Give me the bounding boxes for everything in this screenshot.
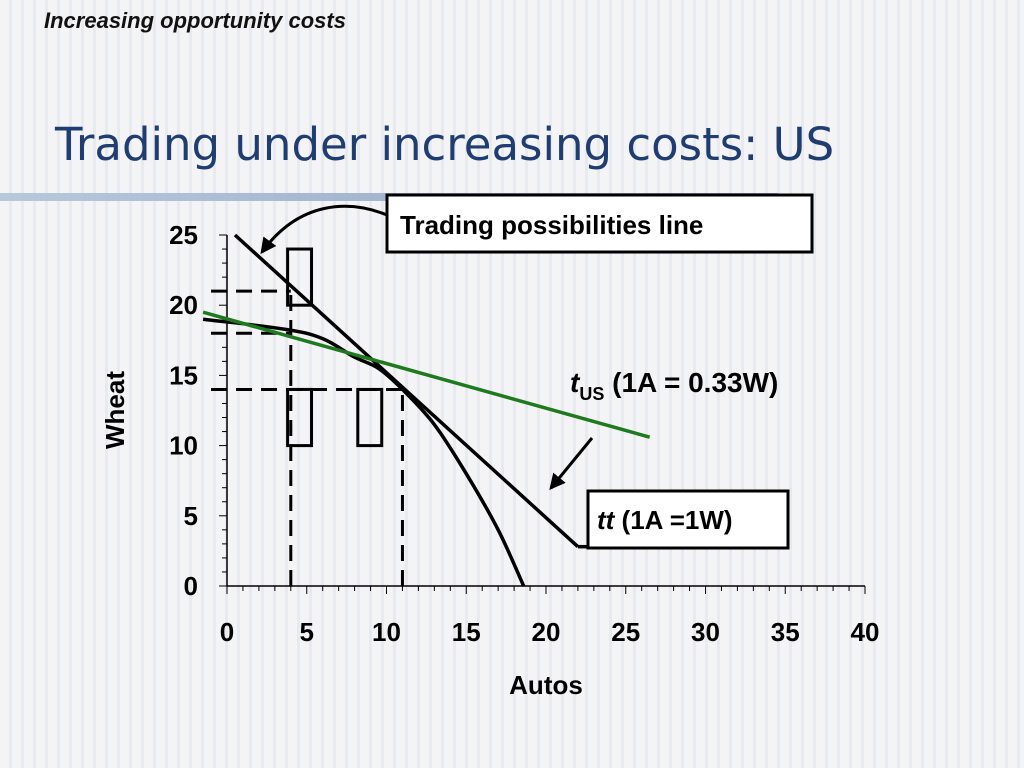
series-line-tt bbox=[233, 233, 580, 548]
x-tick-label: 15 bbox=[452, 617, 481, 647]
section-title: Increasing opportunity costs bbox=[44, 8, 346, 33]
x-tick-label: 0 bbox=[220, 617, 234, 647]
tt-label: tt (1A =1W) bbox=[597, 505, 733, 535]
y-tick-label: 25 bbox=[169, 220, 198, 250]
tus-label: tUS (1A = 0.33W) bbox=[570, 367, 778, 404]
y-axis-title: Wheat bbox=[100, 371, 130, 449]
trading-line-label-box bbox=[385, 193, 814, 254]
y-tick-label: 0 bbox=[184, 571, 198, 601]
slide-title: Trading under increasing costs: US bbox=[55, 118, 835, 171]
x-tick-label: 20 bbox=[532, 617, 561, 647]
tus-label-t: t bbox=[570, 367, 581, 398]
rect-markers bbox=[286, 247, 384, 448]
tt-label-box bbox=[586, 489, 790, 550]
x-tick-label: 5 bbox=[300, 617, 314, 647]
x-axis-title: Autos bbox=[509, 670, 583, 700]
rect-marker bbox=[286, 387, 314, 448]
tt-label-italic: tt bbox=[597, 505, 616, 535]
dashed-guides bbox=[211, 289, 404, 586]
y-tick-label: 15 bbox=[169, 360, 198, 390]
y-tick-label: 20 bbox=[169, 290, 198, 320]
x-tick-label: 40 bbox=[851, 617, 880, 647]
trading-line-arrow bbox=[260, 204, 388, 255]
series-lines bbox=[202, 233, 651, 587]
tus-label-rest: (1A = 0.33W) bbox=[604, 367, 778, 398]
tt-label-rest: (1A =1W) bbox=[614, 505, 732, 535]
y-tick-label: 10 bbox=[169, 431, 198, 461]
rect-marker bbox=[356, 387, 384, 448]
x-tick-label: 30 bbox=[691, 617, 720, 647]
x-tick-label: 25 bbox=[611, 617, 640, 647]
axes: 0 5 10 15 20 25 30 35 40 0 5 10 15 20 25 Autos Wheat bbox=[100, 220, 879, 700]
y-tick-label: 5 bbox=[184, 501, 198, 531]
series-line-tUS bbox=[202, 310, 651, 439]
rect-marker bbox=[286, 247, 314, 307]
tus-label-sub: US bbox=[579, 384, 604, 404]
x-tick-label: 35 bbox=[771, 617, 800, 647]
trading-line-label: Trading possibilities line bbox=[400, 210, 703, 240]
x-tick-label: 10 bbox=[372, 617, 401, 647]
tus-arrow bbox=[549, 437, 594, 491]
